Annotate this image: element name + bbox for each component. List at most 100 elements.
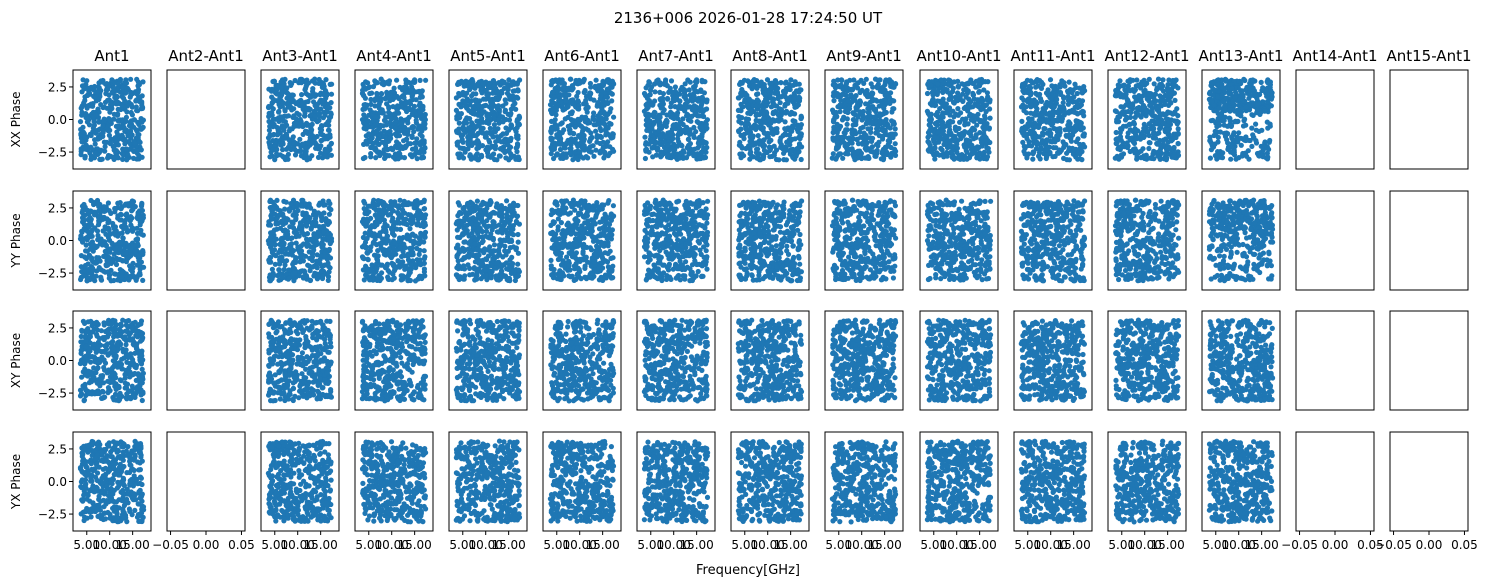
data-point [137, 215, 143, 221]
data-point [126, 277, 132, 283]
data-point [271, 205, 277, 211]
data-point [123, 342, 129, 348]
data-point [139, 353, 145, 359]
data-point [132, 319, 138, 325]
data-point [134, 262, 140, 268]
data-point [364, 220, 370, 226]
data-point [107, 109, 113, 115]
data-point [90, 109, 96, 115]
data-point [361, 335, 367, 341]
data-point [389, 375, 395, 381]
data-point [311, 136, 317, 142]
data-point [295, 141, 301, 147]
data-point [278, 79, 284, 85]
data-point [109, 326, 115, 332]
data-point [372, 114, 379, 120]
data-point [405, 366, 411, 372]
data-point [286, 481, 292, 487]
data-point [292, 152, 299, 158]
data-point [360, 480, 366, 486]
data-point [111, 277, 117, 284]
data-point [367, 248, 373, 254]
data-point [276, 249, 282, 255]
data-point [271, 97, 277, 103]
data-point [402, 143, 408, 149]
data-point [371, 270, 377, 276]
data-point [90, 500, 96, 506]
data-point [319, 275, 326, 282]
data-point [106, 443, 112, 449]
data-point [414, 320, 420, 326]
data-point [304, 517, 310, 523]
data-point [373, 362, 379, 368]
data-point [395, 339, 401, 345]
data-point [115, 448, 121, 454]
data-point [84, 357, 91, 363]
data-point [375, 136, 381, 142]
scatter-series [359, 439, 429, 525]
data-point [123, 114, 129, 120]
subplot-ant1-2: 2.50.0−2.5XY Phase [9, 310, 152, 411]
data-point [132, 140, 138, 147]
data-point [278, 256, 284, 262]
data-point [420, 154, 427, 161]
data-point [298, 221, 304, 227]
data-point [120, 104, 126, 110]
data-point [83, 481, 89, 487]
data-point [112, 391, 119, 397]
data-point [422, 121, 428, 127]
data-point [314, 494, 320, 500]
data-point [134, 225, 140, 231]
data-point [370, 132, 376, 138]
data-point [289, 458, 295, 464]
data-point [104, 370, 110, 376]
data-point [323, 495, 329, 502]
data-point [362, 95, 368, 101]
data-point [401, 391, 407, 397]
data-point [412, 140, 418, 146]
data-point [394, 226, 400, 232]
data-point [281, 488, 287, 494]
data-point [120, 156, 126, 162]
data-point [276, 212, 282, 218]
data-point [326, 127, 332, 133]
data-point [272, 495, 278, 501]
data-point [83, 242, 89, 248]
data-point [102, 349, 108, 355]
data-point [370, 240, 376, 246]
data-point [285, 451, 292, 457]
data-point [326, 269, 332, 275]
data-point [373, 351, 379, 357]
data-point [324, 370, 330, 376]
data-point [136, 449, 142, 455]
data-point [115, 385, 121, 391]
data-point [401, 138, 407, 144]
data-point [134, 156, 140, 162]
data-point [84, 115, 90, 121]
data-point [391, 267, 398, 274]
data-point [122, 80, 128, 86]
data-point [286, 91, 292, 97]
data-point [423, 506, 429, 512]
data-point [383, 229, 389, 235]
data-point [140, 79, 146, 85]
data-point [412, 233, 418, 239]
data-point [409, 154, 415, 160]
data-point [312, 76, 318, 82]
data-point [412, 339, 418, 345]
data-point [363, 138, 369, 144]
data-point [406, 234, 412, 240]
column-title: Ant2-Ant1 [168, 47, 243, 65]
data-point [310, 379, 316, 385]
data-point [421, 197, 427, 203]
data-point [286, 275, 292, 281]
data-point [107, 515, 113, 521]
data-point [141, 264, 147, 270]
data-point [271, 380, 277, 387]
data-point [297, 116, 303, 123]
data-point [84, 464, 90, 470]
data-point [137, 376, 143, 382]
y-tick-label: −2.5 [38, 146, 67, 160]
data-point [299, 197, 305, 203]
data-point [318, 481, 324, 487]
